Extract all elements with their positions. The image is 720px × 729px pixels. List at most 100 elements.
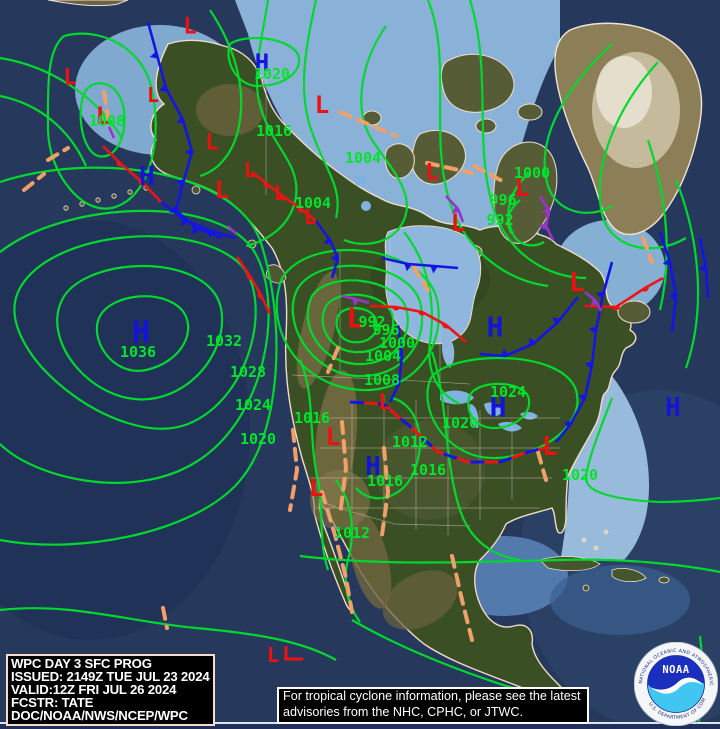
isobar-label: 1024 [490, 383, 526, 401]
isobar-label: 1036 [120, 343, 156, 361]
aleutian-island [95, 197, 101, 203]
trough-line [472, 164, 508, 185]
noaa-logo-sky [647, 655, 705, 694]
devon-island [517, 103, 543, 121]
cold-front [554, 261, 614, 443]
jamaica [582, 584, 590, 592]
isobar-line [584, 397, 720, 504]
isobar-line [275, 248, 440, 392]
isobar-label: 1020 [254, 65, 290, 83]
isobar-label: 996 [372, 321, 399, 339]
isobar-line [95, 295, 190, 372]
agency-line: DOC/NOAA/NWS/NCEP/WPC [11, 708, 188, 724]
high-pressure-symbol: H [255, 49, 269, 77]
isobar-label: 992 [486, 211, 513, 229]
lake-superior [440, 390, 474, 405]
aleutian-island [79, 201, 85, 207]
isobar-line [302, 0, 339, 219]
high-pressure-symbol: H [665, 393, 681, 423]
cold-front [388, 324, 404, 403]
low-pressure-symbol: L [451, 209, 465, 237]
cold-front [314, 220, 340, 279]
isobar-label: 1000 [514, 164, 550, 182]
low-pressure-symbol: L [326, 423, 340, 451]
noaa-logo: NATIONAL OCEANIC AND ATMOSPHERIC ADMINIS… [634, 642, 718, 726]
isobar-label: 1016 [367, 472, 403, 490]
low-pressure-symbol: L [378, 391, 391, 416]
warm-front [251, 170, 317, 223]
valid-line: VALID:12Z FRI JUL 26 2024 [11, 682, 177, 698]
isobar-line [227, 37, 301, 88]
isobar-label: 1004 [345, 149, 381, 167]
frame-corner-mark [284, 646, 303, 661]
warm-front [235, 256, 272, 315]
isobar-label: 1008 [89, 112, 125, 130]
forecaster-line: FCSTR: TATE [11, 695, 94, 711]
isobar-line [543, 43, 613, 214]
product-title: WPC DAY 3 SFC PROG [11, 656, 152, 671]
isobar-label: 1012 [392, 433, 428, 451]
trough-line [22, 172, 46, 192]
james-bay [442, 336, 455, 368]
high-pressure-symbol: H [487, 311, 504, 344]
trough-line [425, 161, 474, 175]
caribbean-sea [550, 565, 690, 635]
isobar-line [335, 307, 378, 344]
front-layer [102, 21, 710, 464]
trough-line [46, 146, 70, 162]
isobar-label: 1004 [295, 194, 331, 212]
low-pressure-symbol: L [315, 91, 329, 119]
stationary-front [349, 400, 549, 464]
isobar-line [321, 293, 395, 354]
isobar-line [0, 209, 270, 484]
low-pressure-symbol: L [205, 131, 218, 156]
low-pressure-symbol: L [147, 83, 159, 107]
cold-front [381, 256, 459, 274]
isobar-line [56, 264, 224, 401]
isobar-line [355, 396, 422, 500]
trough-line [326, 346, 340, 374]
issued-line: ISSUED: 2149Z TUE JUL 23 2024 [11, 669, 210, 685]
occluded-front [538, 195, 555, 241]
isobar-label: 1016 [256, 122, 292, 140]
warm-front [102, 145, 162, 203]
arctic-island [475, 118, 497, 134]
low-pressure-symbol: L [425, 161, 438, 186]
isobar-line [0, 607, 337, 661]
trough-line [450, 554, 474, 642]
trough-line [161, 606, 169, 630]
isobar-line [507, 171, 545, 247]
isobar-line [79, 82, 126, 158]
isobar-label: 1020 [562, 466, 598, 484]
trough-line [288, 428, 300, 512]
hispaniola [611, 568, 647, 582]
trough-line [102, 90, 110, 120]
isobar-line [0, 94, 88, 167]
hudson-bay [384, 225, 482, 345]
occluded-front [445, 195, 465, 223]
low-pressure-symbol: L [347, 302, 364, 335]
isobar-line [199, 9, 243, 178]
isobar-label: 1004 [365, 347, 401, 365]
victoria-island [411, 130, 466, 185]
low-pressure-symbol: L [183, 15, 196, 40]
isobar-label: 1020 [442, 414, 478, 432]
low-pressure-symbol: L [244, 158, 256, 182]
isobar-label: 1012 [334, 524, 370, 542]
isobar-line [598, 61, 687, 250]
isobar-line [245, 0, 298, 248]
lake-erie [498, 421, 522, 432]
occluded-front [584, 290, 603, 312]
isobar-line [430, 351, 521, 562]
isobar-line [298, 359, 330, 571]
aleutian-island [111, 193, 117, 199]
isobar-line [299, 554, 720, 574]
low-pressure-symbol: L [274, 181, 286, 205]
low-pressure-symbol: L [267, 643, 279, 667]
low-pressure-symbol: L [215, 176, 229, 204]
isobar-line [468, 0, 587, 280]
aleutian-island [127, 189, 133, 195]
